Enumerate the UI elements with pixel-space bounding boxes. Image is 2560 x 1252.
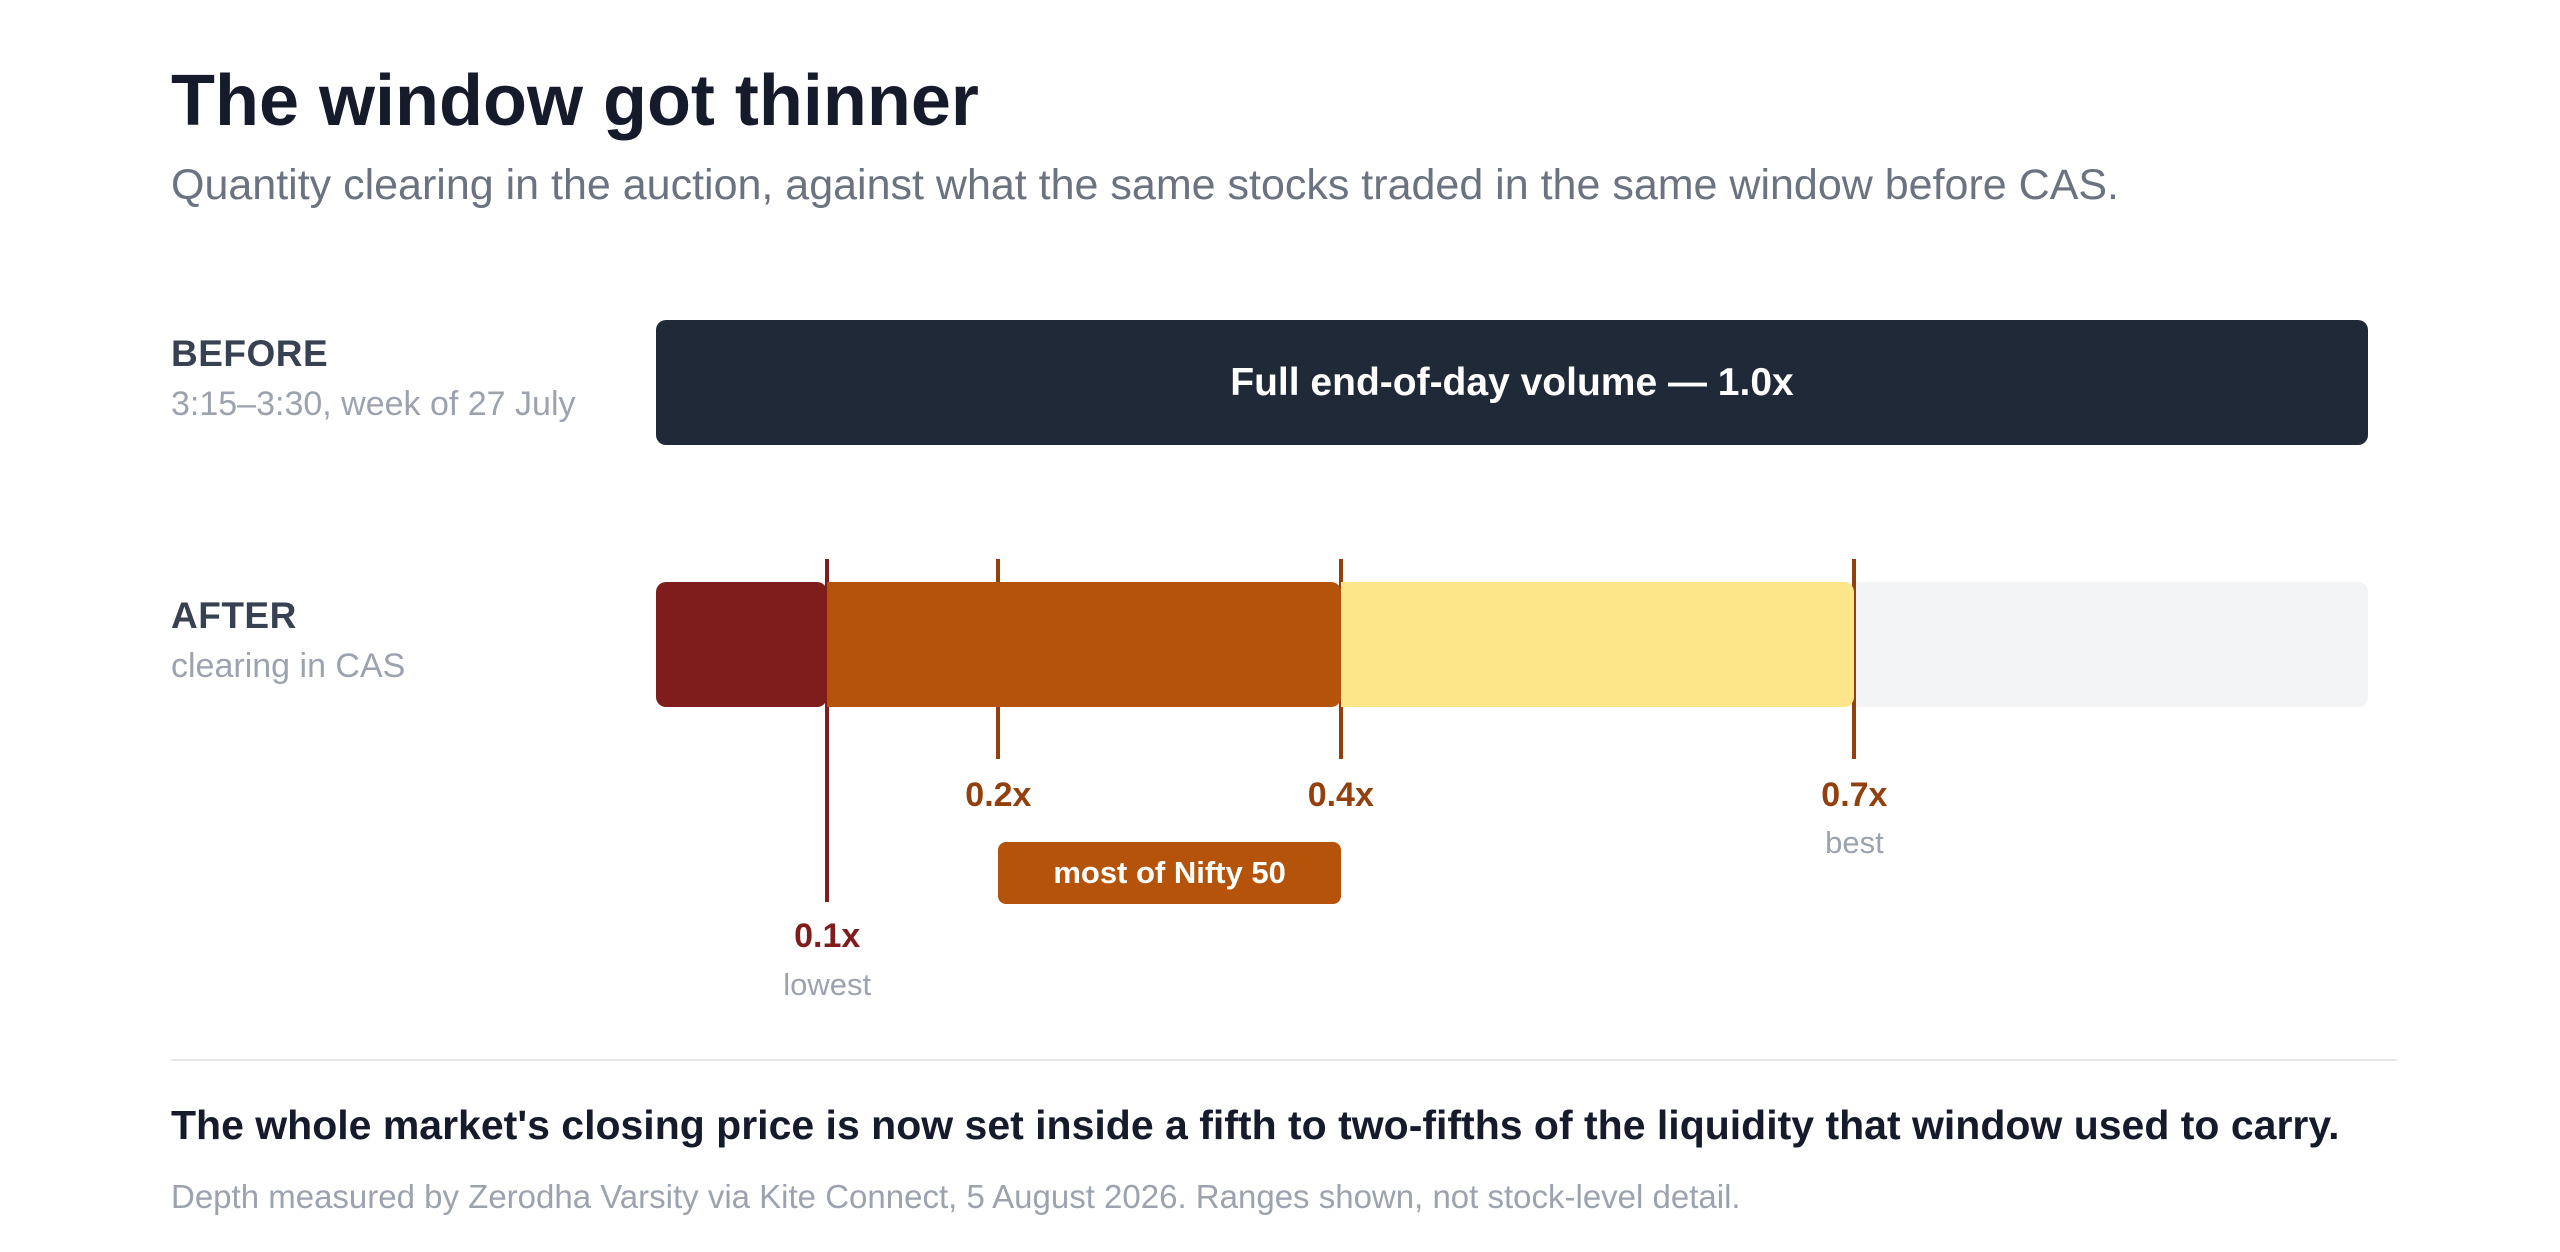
chart-subtitle: Quantity clearing in the auction, agains… bbox=[171, 161, 2119, 209]
chart-title: The window got thinner bbox=[171, 61, 979, 141]
after-bar-track bbox=[656, 582, 2368, 707]
marker-label-1: 0.2x bbox=[965, 776, 1032, 814]
footer-divider bbox=[171, 1059, 2397, 1061]
marker-label-3: 0.7x bbox=[1821, 776, 1888, 814]
after-segment-1 bbox=[827, 582, 1341, 707]
marker-line-3 bbox=[1852, 559, 1857, 759]
takeaway-text: The whole market's closing price is now … bbox=[171, 1102, 2340, 1148]
after-segment-2 bbox=[1340, 582, 1855, 707]
source-note: Depth measured by Zerodha Varsity via Ki… bbox=[171, 1178, 1741, 1215]
after-row-sublabel: clearing in CAS bbox=[171, 647, 406, 685]
marker-note-0: lowest bbox=[783, 967, 872, 1002]
before-bar: Full end-of-day volume — 1.0x bbox=[656, 320, 2368, 445]
after-segment-0 bbox=[656, 582, 828, 707]
marker-note-3: best bbox=[1825, 825, 1884, 860]
before-bar-label: Full end-of-day volume — 1.0x bbox=[1230, 360, 1794, 404]
before-row-label: BEFORE bbox=[171, 333, 329, 374]
marker-label-2: 0.4x bbox=[1307, 776, 1374, 814]
range-band-0: most of Nifty 50 bbox=[998, 842, 1341, 904]
before-row-sublabel: 3:15–3:30, week of 27 July bbox=[171, 385, 576, 423]
marker-label-0: 0.1x bbox=[794, 917, 861, 955]
marker-line-0 bbox=[825, 559, 830, 902]
after-row-label: AFTER bbox=[171, 595, 297, 636]
